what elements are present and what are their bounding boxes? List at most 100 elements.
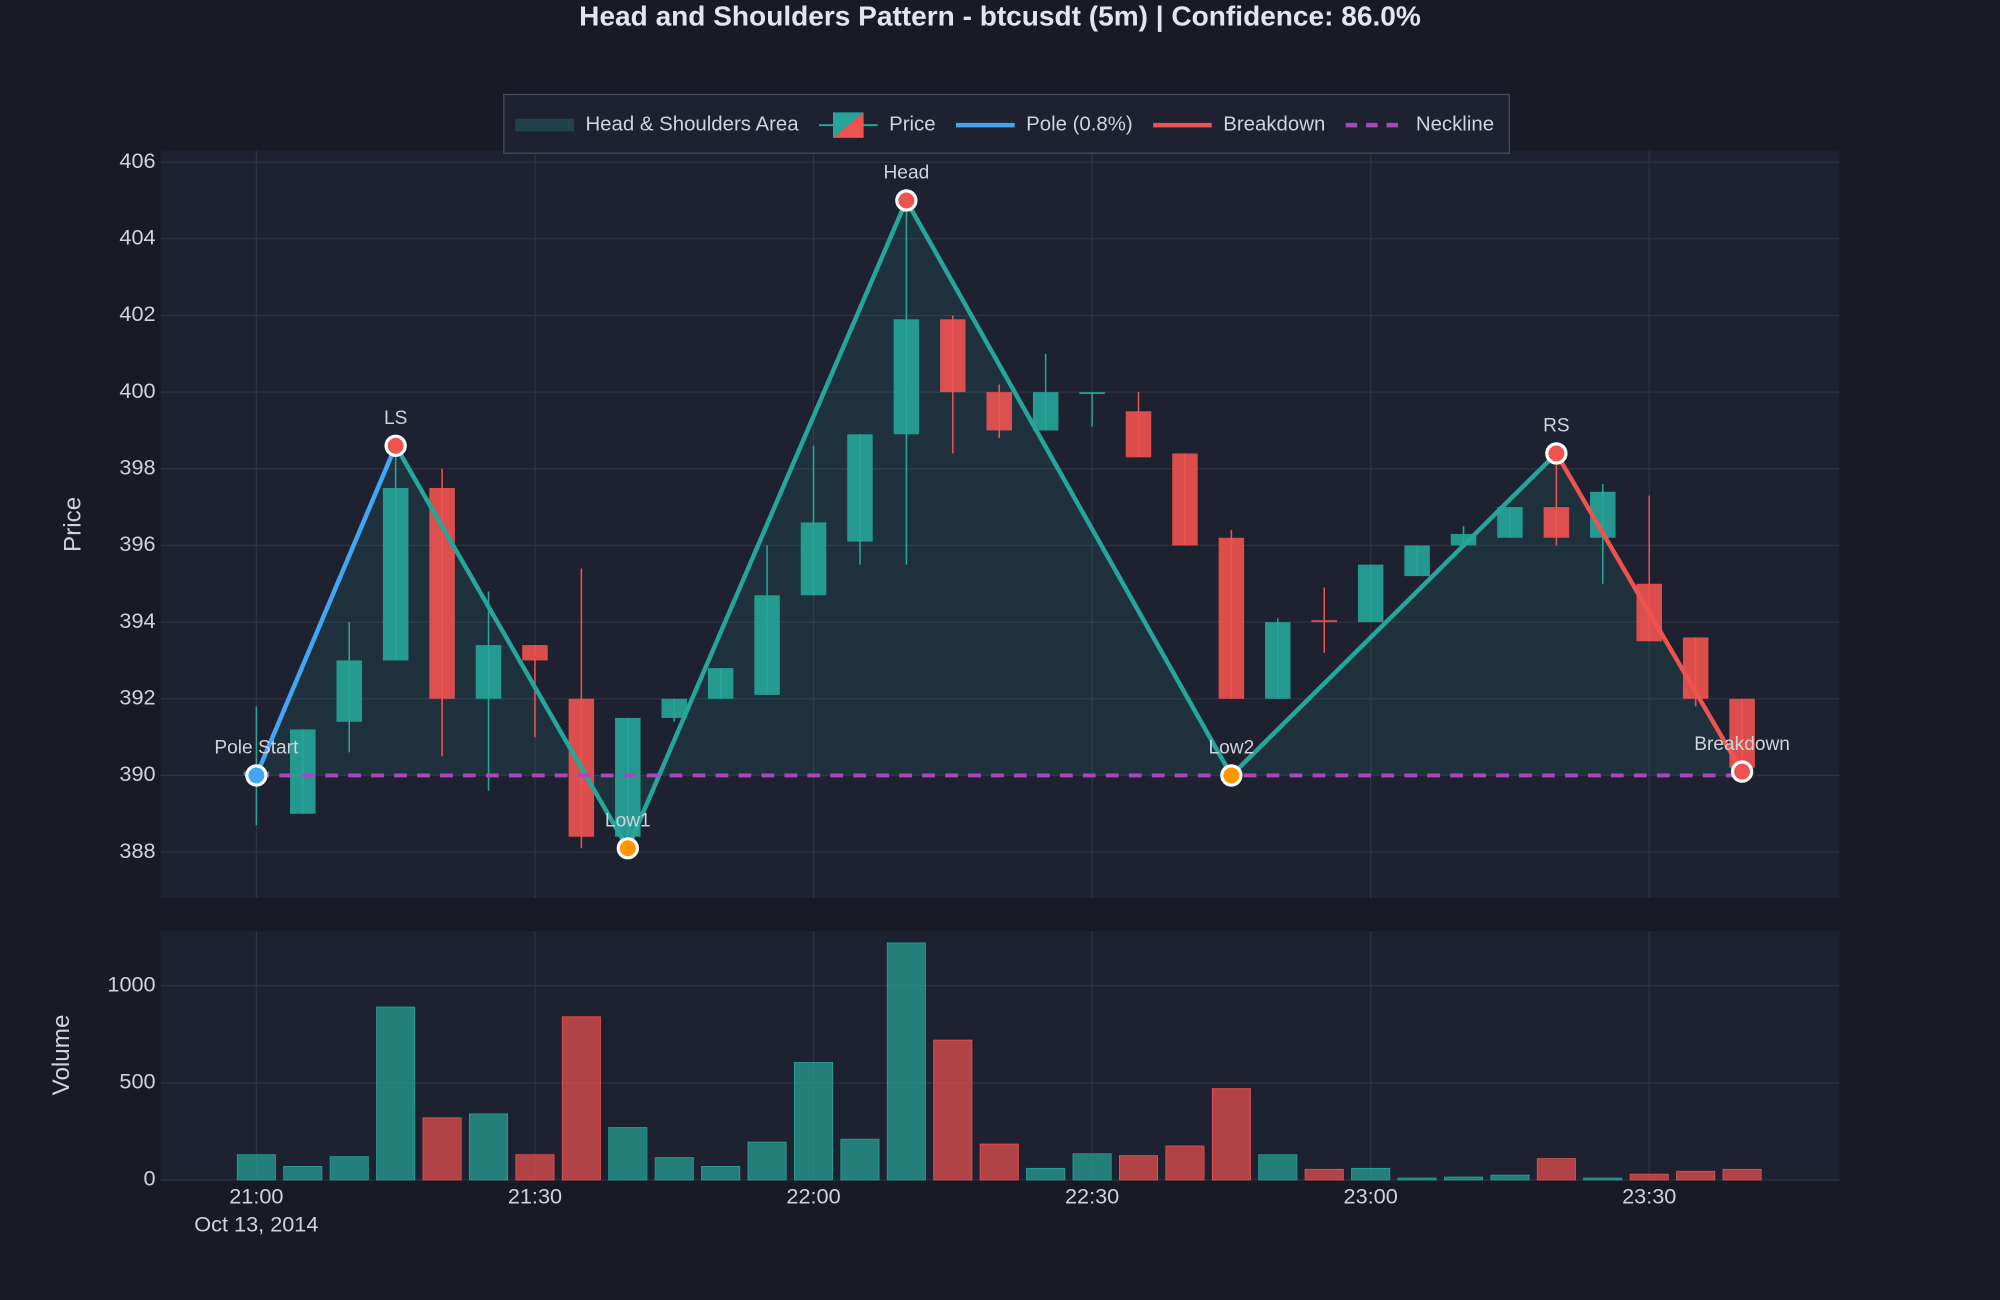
x-tick-label: 23:30 (1622, 1184, 1676, 1209)
volume-bar (747, 1141, 787, 1181)
candle-body (475, 645, 502, 699)
volume-bar (469, 1113, 509, 1181)
volume-bar (1258, 1154, 1298, 1181)
candle-body (1265, 622, 1291, 699)
volume-bar (422, 1117, 462, 1181)
volume-bar (654, 1157, 694, 1181)
candle-body (1357, 564, 1384, 623)
candle-body (1404, 545, 1430, 577)
candle-body (754, 595, 780, 695)
legend-swatch (833, 112, 864, 138)
x-tick-label: 21:30 (508, 1184, 562, 1209)
volume-bar (1165, 1145, 1205, 1181)
candle-body (1218, 537, 1245, 699)
volume-bar (840, 1138, 880, 1181)
volume-bar (515, 1154, 555, 1181)
y-tick-label: 1000 (107, 971, 155, 996)
point-label: LS (384, 408, 407, 429)
candle-body (290, 729, 316, 814)
point-label: Low1 (605, 811, 651, 832)
point-label: Low2 (1209, 738, 1255, 759)
y-tick-label: 406 (119, 148, 155, 173)
volume-bar (1026, 1167, 1066, 1181)
point-label: Pole Start (214, 738, 299, 759)
volume-bar (376, 1006, 416, 1181)
point-label: RS (1543, 416, 1570, 437)
legend-label: Pole (0.8%) (1026, 114, 1133, 136)
volume-bar (1583, 1177, 1623, 1181)
candle-body (522, 645, 548, 661)
candle-body (1125, 411, 1152, 458)
volume-bar (561, 1016, 601, 1181)
y-tick-label: 400 (119, 378, 155, 403)
candle-body (1032, 392, 1059, 431)
y-tick-label: 404 (119, 225, 155, 250)
y-tick-label: 388 (119, 838, 155, 863)
candle-body (1450, 533, 1477, 546)
volume-bar (1536, 1158, 1576, 1181)
legend-label: Head & Shoulders Area (585, 114, 799, 136)
y-tick-label: 0 (144, 1166, 156, 1191)
y-axis-title: Price (59, 497, 86, 552)
y-tick-label: 402 (119, 301, 155, 326)
pattern-point (895, 189, 918, 212)
volume-bar (886, 942, 926, 1181)
candle-body (893, 319, 920, 435)
volume-bar (1304, 1168, 1344, 1181)
y-tick-label: 500 (119, 1069, 155, 1094)
volume-bar (1211, 1088, 1251, 1181)
volume-bar (329, 1156, 369, 1181)
candle-body (336, 660, 362, 722)
legend-label: Price (889, 114, 935, 136)
y-axis-title: Volume (48, 1015, 75, 1096)
candle-body (707, 668, 734, 699)
legend-label: Breakdown (1223, 114, 1325, 136)
y-tick-label: 390 (119, 761, 155, 786)
candle-body (615, 717, 641, 837)
volume-bar (794, 1062, 834, 1181)
volume-bar (1072, 1153, 1112, 1181)
y-tick-label: 392 (119, 685, 155, 710)
volume-bar (701, 1165, 741, 1181)
y-tick-label: 398 (119, 455, 155, 480)
pattern-point (1730, 760, 1754, 783)
legend-swatch (515, 118, 574, 132)
candle-body (1311, 620, 1337, 623)
volume-bar (979, 1143, 1019, 1181)
point-label: Head (884, 163, 930, 184)
x-tick-label: 23:00 (1344, 1184, 1398, 1209)
pattern-area (256, 200, 1743, 849)
volume-bar (1722, 1168, 1762, 1181)
candle-body (1497, 507, 1523, 538)
chart-title: Head and Shoulders Pattern - btcusdt (5m… (579, 0, 1421, 31)
volume-bar (608, 1127, 648, 1181)
candle-body (429, 487, 455, 699)
pattern-point (384, 434, 407, 457)
y-tick-label: 396 (119, 531, 155, 556)
volume-bar (1676, 1170, 1716, 1181)
series-line (254, 444, 398, 777)
volume-bar (1397, 1177, 1437, 1181)
candle-body (940, 319, 966, 393)
pattern-point (1545, 442, 1568, 465)
candle-body (1172, 453, 1198, 546)
volume-bar (1444, 1176, 1484, 1181)
volume-bar (283, 1165, 323, 1181)
x-tick-label: 22:30 (1065, 1184, 1119, 1209)
candle-body (382, 487, 409, 661)
y-tick-label: 394 (119, 608, 155, 633)
pattern-point (1220, 764, 1243, 787)
volume-bar (1490, 1174, 1530, 1181)
x-tick-label: 22:00 (786, 1184, 840, 1209)
candle-body (986, 392, 1012, 431)
candle-body (800, 522, 827, 596)
series-line (1554, 452, 1745, 773)
volume-bar (1351, 1167, 1391, 1181)
volume-bar (933, 1039, 973, 1181)
point-label: Breakdown (1694, 734, 1790, 755)
x-date-label: Oct 13, 2014 (194, 1212, 318, 1237)
candle-body (1543, 507, 1570, 538)
x-tick-label: 21:00 (229, 1184, 283, 1209)
